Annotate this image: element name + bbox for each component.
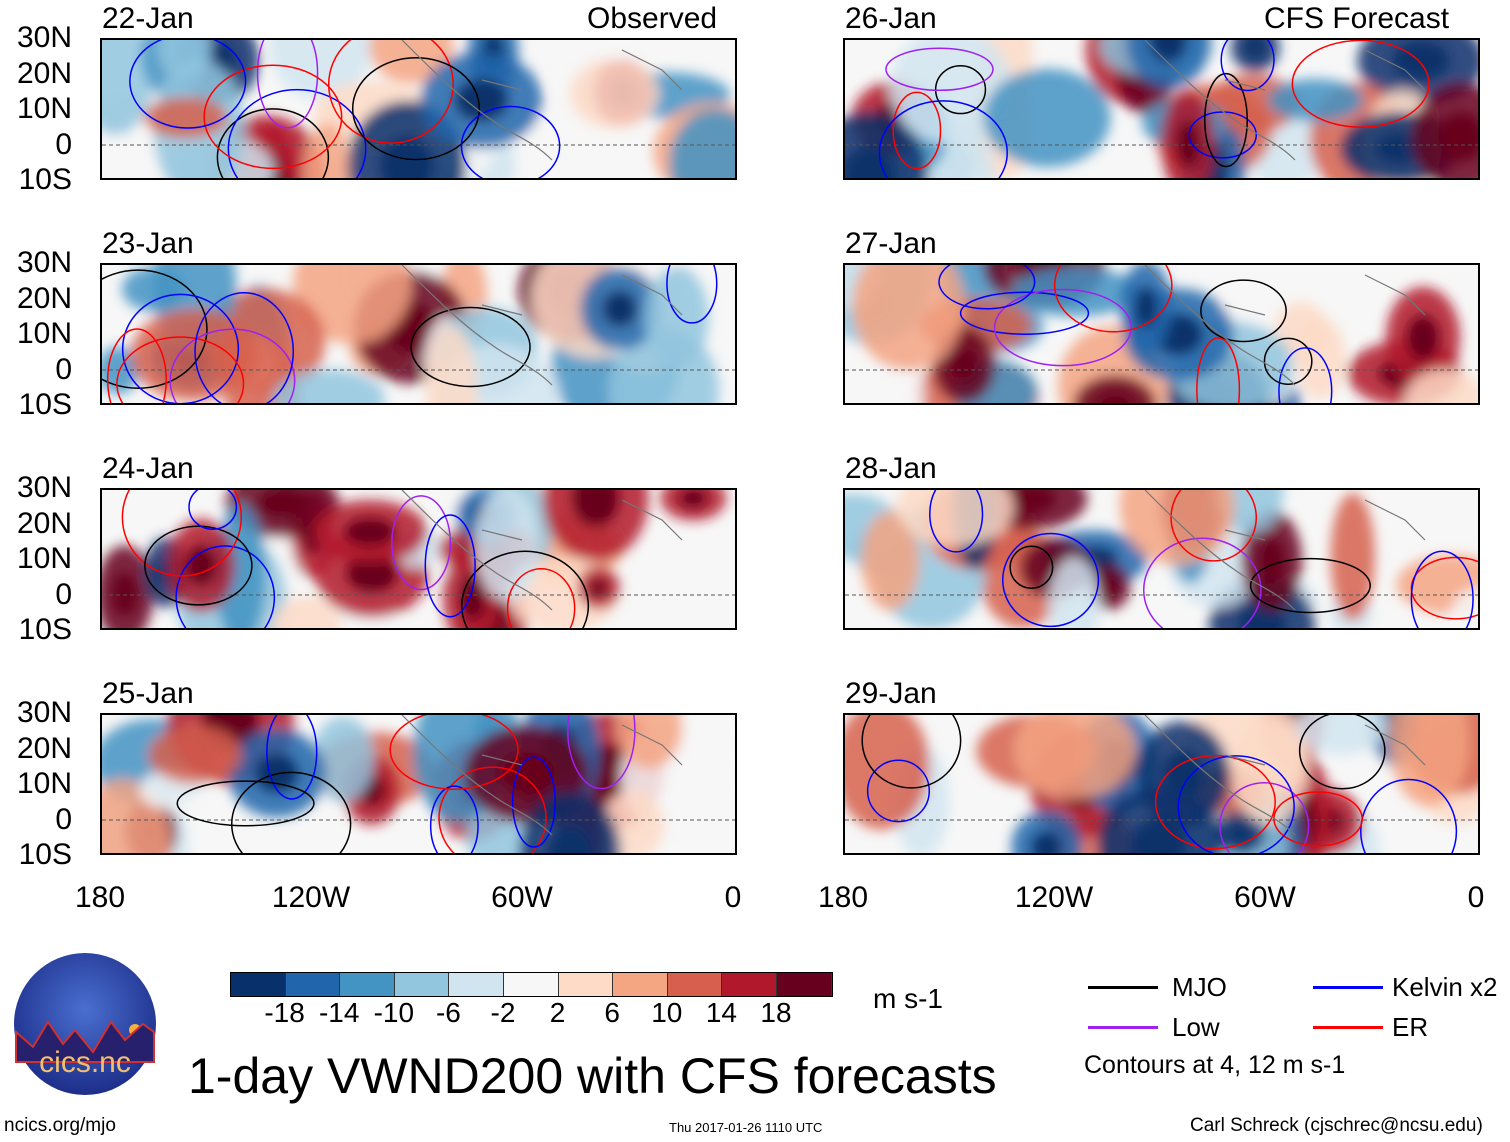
- lat-tick: 10N: [16, 542, 72, 575]
- map-panel: [100, 713, 737, 855]
- colorbar-tick: -10: [373, 997, 415, 1028]
- legend-kelvin-line: [1313, 986, 1383, 989]
- lat-tick: 10S: [18, 388, 72, 421]
- legend-low: Low: [1172, 1012, 1220, 1042]
- lat-tick: 10S: [18, 838, 72, 871]
- lat-tick: 10S: [18, 163, 72, 196]
- colorbar-tick: 18: [760, 997, 792, 1028]
- lat-tick: 30N: [16, 21, 72, 54]
- logo-text: cics.nc: [39, 1046, 131, 1079]
- lat-tick: 20N: [16, 506, 72, 540]
- colorbar: [230, 972, 833, 997]
- colorbar-tick: -6: [435, 997, 461, 1028]
- colorbar-swatch: [667, 973, 723, 996]
- panel-date: 28-Jan: [845, 452, 937, 485]
- lon-tick: 60W: [491, 881, 553, 914]
- lat-tick: 20N: [16, 281, 72, 315]
- panel-date: 27-Jan: [845, 227, 937, 260]
- colorbar-tick: 10: [651, 997, 683, 1028]
- lat-tick: 20N: [16, 56, 72, 90]
- colorbar-tick: 2: [549, 997, 566, 1028]
- lon-tick: 180: [817, 881, 869, 914]
- map-panel: [843, 713, 1480, 855]
- lat-tick: 0: [55, 802, 72, 836]
- colorbar-tick: -18: [264, 997, 305, 1028]
- colorbar-tick: -14: [318, 997, 360, 1028]
- footer-url[interactable]: ncics.org/mjo: [4, 1115, 116, 1136]
- colorbar-swatch: [231, 973, 286, 996]
- lat-tick: 10N: [16, 317, 72, 350]
- colorbar-swatch: [449, 973, 504, 996]
- panel-date: 26-Jan: [845, 2, 937, 35]
- map-panel: [100, 38, 737, 180]
- colorbar-swatch: [285, 973, 341, 996]
- colorbar-swatch: [394, 973, 450, 996]
- colorbar-swatch: [613, 973, 668, 996]
- lon-tick: 120W: [1014, 881, 1094, 914]
- map-panel: [843, 263, 1480, 405]
- lon-tick: 0: [1467, 881, 1485, 914]
- map-panel: [100, 263, 737, 405]
- lat-tick: 0: [55, 577, 72, 611]
- forecast-label: CFS Forecast: [1264, 2, 1450, 35]
- map-panel: [843, 38, 1480, 180]
- lat-tick: 20N: [16, 731, 72, 765]
- colorbar-tick: -2: [490, 997, 516, 1028]
- lat-tick: 0: [55, 352, 72, 386]
- footer-author: Carl Schreck (cjschrec@ncsu.edu): [1190, 1115, 1483, 1136]
- legend-mjo: MJO: [1172, 972, 1227, 1002]
- colorbar-units: m s-1: [873, 983, 943, 1014]
- panel-date: 29-Jan: [845, 677, 937, 710]
- panel-date: 22-Jan: [102, 2, 194, 35]
- map-panel: [100, 488, 737, 630]
- legend-low-line: [1088, 1026, 1158, 1029]
- colorbar-swatch: [340, 973, 395, 996]
- panel-date: 25-Jan: [102, 677, 194, 710]
- panel-date: 24-Jan: [102, 452, 194, 485]
- legend-note: Contours at 4, 12 m s-1: [1084, 1051, 1346, 1079]
- colorbar-swatch: [722, 973, 777, 996]
- lon-tick: 0: [724, 881, 742, 914]
- colorbar-tick: 14: [705, 997, 737, 1028]
- cics-logo: cics.nc: [13, 952, 157, 1096]
- observed-label: Observed: [587, 2, 718, 35]
- legend-kelvin: Kelvin x2: [1392, 972, 1498, 1002]
- lon-tick: 120W: [271, 881, 351, 914]
- lat-tick: 10N: [16, 92, 72, 125]
- lat-tick: 30N: [16, 696, 72, 729]
- lat-tick: 30N: [16, 471, 72, 504]
- legend-er-line: [1313, 1026, 1383, 1029]
- figure-title: 1-day VWND200 with CFS forecasts: [188, 1048, 997, 1104]
- panel-date: 23-Jan: [102, 227, 194, 260]
- lon-tick: 60W: [1234, 881, 1296, 914]
- footer-timestamp: Thu 2017-01-26 1110 UTC: [669, 1120, 823, 1135]
- colorbar-swatch: [503, 973, 559, 996]
- legend-er: ER: [1392, 1012, 1429, 1042]
- map-panel: [843, 488, 1480, 630]
- lat-tick: 0: [55, 127, 72, 161]
- lon-tick: 180: [74, 881, 126, 914]
- colorbar-swatch: [558, 973, 614, 996]
- colorbar-swatch: [776, 973, 832, 996]
- lat-tick: 10N: [16, 767, 72, 800]
- lat-tick: 30N: [16, 246, 72, 279]
- lat-tick: 10S: [18, 613, 72, 646]
- colorbar-tick: 6: [604, 997, 620, 1028]
- legend-mjo-line: [1088, 986, 1158, 989]
